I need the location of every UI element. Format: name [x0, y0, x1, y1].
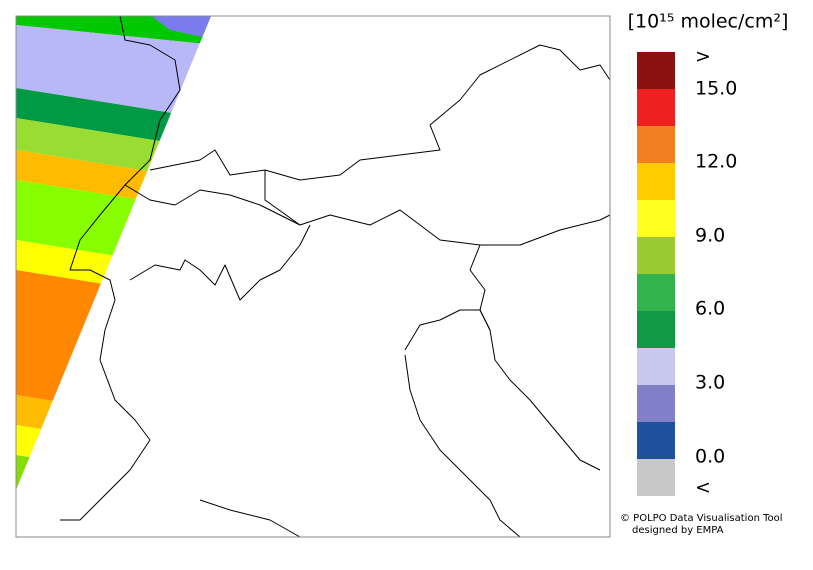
credit: © POLPO Data Visualisation Tool [620, 513, 783, 524]
colorbar-title: [10¹⁵ molec/cm²] [628, 11, 789, 33]
map-frame [15, 15, 611, 538]
colorbar-label: 6.0 [695, 298, 725, 320]
colorbar-label: 12.0 [695, 151, 737, 173]
colorbar-label: 3.0 [695, 372, 725, 394]
colorbar-label: < [695, 477, 711, 499]
colorbar [637, 52, 675, 496]
credit: designed by EMPA [632, 525, 724, 536]
colorbar-label: 0.0 [695, 446, 725, 468]
colorbar-label: 15.0 [695, 78, 737, 100]
country-borders [60, 15, 611, 538]
colorbar-label: 9.0 [695, 225, 725, 247]
colorbar-label: > [695, 46, 711, 68]
satellite-swath [16, 16, 211, 490]
